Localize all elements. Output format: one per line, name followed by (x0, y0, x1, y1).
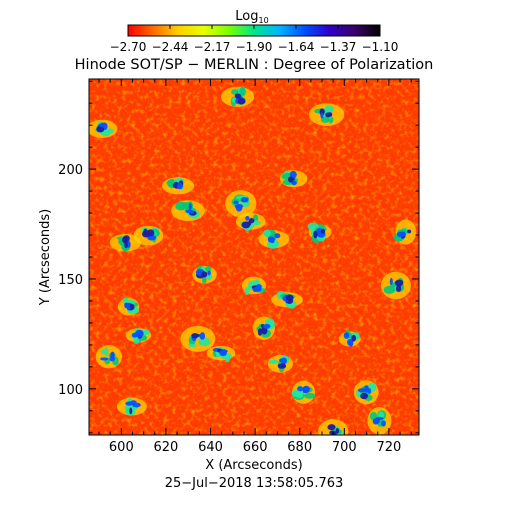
x-tick-label: 720 (376, 440, 401, 455)
x-tick-label: 600 (109, 440, 134, 455)
plot-title: Hinode SOT/SP − MERLIN : Degree of Polar… (75, 57, 434, 73)
polarization-map (89, 79, 419, 435)
x-tick-label: 640 (198, 440, 223, 455)
colorbar-tick-label: −2.70 (110, 40, 147, 54)
y-tick-label: 150 (58, 273, 83, 288)
timestamp: 25−Jul−2018 13:58:05.763 (165, 476, 344, 491)
y-tick-label: 100 (58, 383, 83, 398)
colorbar-tick-label: −1.64 (278, 40, 315, 54)
colorbar-tick-label: −1.90 (236, 40, 273, 54)
colorbar: Log10 −2.70 −2.44 −2.17 −1.90 −1.64 −1.37 −1.1… (110, 9, 399, 54)
y-axis-label: Y (Arcseconds) (38, 209, 53, 306)
x-tick-label: 660 (243, 440, 268, 455)
colorbar-tick-label: −1.37 (320, 40, 357, 54)
colorbar-tick-label: −1.10 (362, 40, 399, 54)
colorbar-label: Log10 (235, 9, 268, 25)
x-axis-label: X (Arcseconds) (205, 458, 302, 473)
x-tick-label: 700 (332, 440, 357, 455)
colorbar-tick-label: −2.17 (194, 40, 231, 54)
strong-polarization-patches (89, 86, 417, 435)
axis-ticks: 600 620 640 660 680 700 720 100 150 200 (58, 79, 419, 455)
x-tick-label: 680 (287, 440, 312, 455)
y-tick-label: 200 (58, 163, 83, 178)
colorbar-tick-label: −2.44 (152, 40, 189, 54)
colorbar-ticks: −2.70 −2.44 −2.17 −1.90 −1.64 −1.37 −1.10 (110, 25, 399, 54)
x-tick-label: 620 (154, 440, 179, 455)
